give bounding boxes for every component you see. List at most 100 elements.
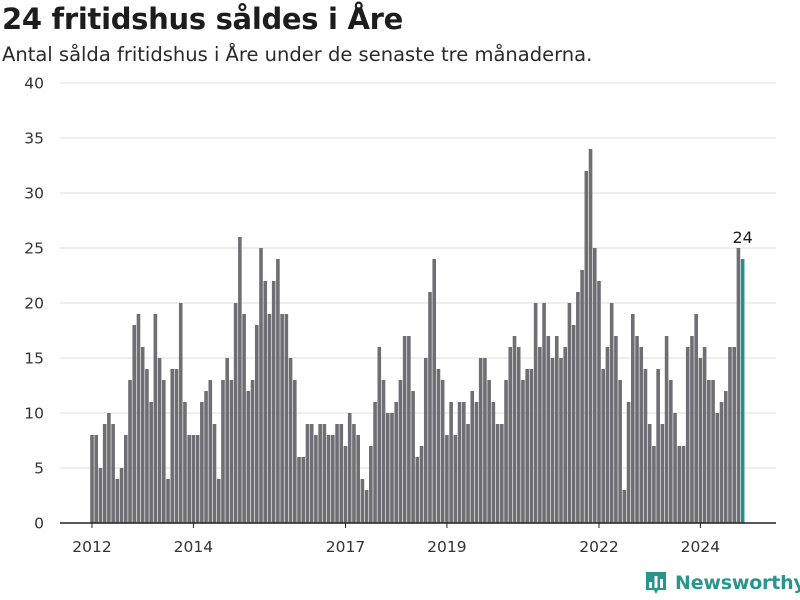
bar [225, 358, 229, 523]
bar [390, 413, 394, 523]
bar [601, 369, 606, 523]
bar [639, 347, 644, 523]
bar [276, 259, 280, 523]
bar [221, 380, 225, 523]
bar [533, 303, 538, 523]
bar [584, 171, 589, 523]
bar [677, 446, 682, 523]
chart-title: 24 fritidshus såldes i Åre [2, 2, 403, 36]
bar [140, 347, 145, 523]
bar [331, 435, 335, 523]
bar [580, 270, 584, 523]
bar [115, 479, 120, 523]
bar [178, 303, 183, 523]
bar [293, 380, 297, 523]
bar [546, 336, 551, 523]
bar [567, 303, 572, 523]
y-tick-label: 20 [24, 295, 44, 313]
bar [195, 435, 200, 523]
y-tick-label: 0 [34, 515, 44, 533]
bar [698, 358, 703, 523]
annotations: 24 [732, 228, 752, 247]
x-tick-label: 2014 [174, 538, 213, 556]
bar [90, 435, 94, 523]
bar [723, 391, 728, 523]
bar [664, 336, 669, 523]
bar [233, 303, 238, 523]
highlight-bar [740, 259, 745, 523]
bar [432, 259, 437, 523]
bar [673, 413, 677, 523]
bars [90, 149, 745, 523]
bar [622, 490, 627, 523]
y-tick-label: 25 [24, 240, 44, 258]
bar [487, 380, 491, 523]
bar [280, 314, 284, 523]
bar [128, 380, 132, 523]
bar [347, 413, 352, 523]
x-tick-label: 2019 [427, 538, 466, 556]
bar [483, 358, 487, 523]
bar [352, 424, 356, 523]
bar [440, 380, 445, 523]
bar [98, 468, 103, 523]
bar [208, 380, 213, 523]
bar [436, 369, 441, 523]
bar [715, 413, 720, 523]
bar-chart-logo-icon [646, 572, 666, 594]
bar [635, 336, 639, 523]
bar [521, 380, 525, 523]
bar [107, 413, 111, 523]
bar [398, 380, 403, 523]
bar [102, 424, 107, 523]
chart-subtitle: Antal sålda fritidshus i Åre under de se… [2, 43, 593, 66]
bar [554, 336, 559, 523]
bar [576, 292, 580, 523]
newsworthy-logo: Newsworthy [645, 571, 800, 595]
y-axis-ticks: 0 5 10 15 20 25 30 35 40 [24, 75, 44, 533]
bar [529, 369, 534, 523]
bar [153, 314, 158, 523]
bar [187, 435, 191, 523]
bar [614, 336, 618, 523]
bar [609, 303, 614, 523]
bar [250, 380, 255, 523]
bar [538, 347, 542, 523]
bar [508, 347, 513, 523]
bar [157, 358, 162, 523]
bar [694, 314, 698, 523]
bar [288, 358, 293, 523]
bar [542, 303, 546, 523]
bar [373, 402, 377, 523]
bar [702, 347, 707, 523]
bar [516, 347, 521, 523]
bar [597, 281, 601, 523]
bar [419, 446, 424, 523]
bar [381, 380, 386, 523]
y-tick-label: 10 [24, 405, 44, 423]
bar [690, 336, 694, 523]
bar [132, 325, 137, 523]
y-tick-label: 30 [24, 185, 44, 203]
bar [618, 380, 622, 523]
bar [305, 424, 310, 523]
bar [242, 314, 246, 523]
bar [402, 336, 407, 523]
bar [174, 369, 179, 523]
brand-name: Newsworthy [675, 572, 800, 594]
bar [136, 314, 141, 523]
bar [385, 413, 390, 523]
bar [407, 336, 411, 523]
y-tick-label: 15 [24, 350, 44, 368]
x-tick-label: 2022 [579, 538, 618, 556]
bar [457, 402, 462, 523]
bar [707, 380, 711, 523]
bar [423, 358, 428, 523]
bar [550, 358, 555, 523]
bar [394, 402, 398, 523]
bar [669, 380, 673, 523]
x-tick-label: 2012 [72, 538, 111, 556]
bar [504, 380, 508, 523]
bar [238, 237, 242, 523]
gridlines [60, 82, 776, 469]
